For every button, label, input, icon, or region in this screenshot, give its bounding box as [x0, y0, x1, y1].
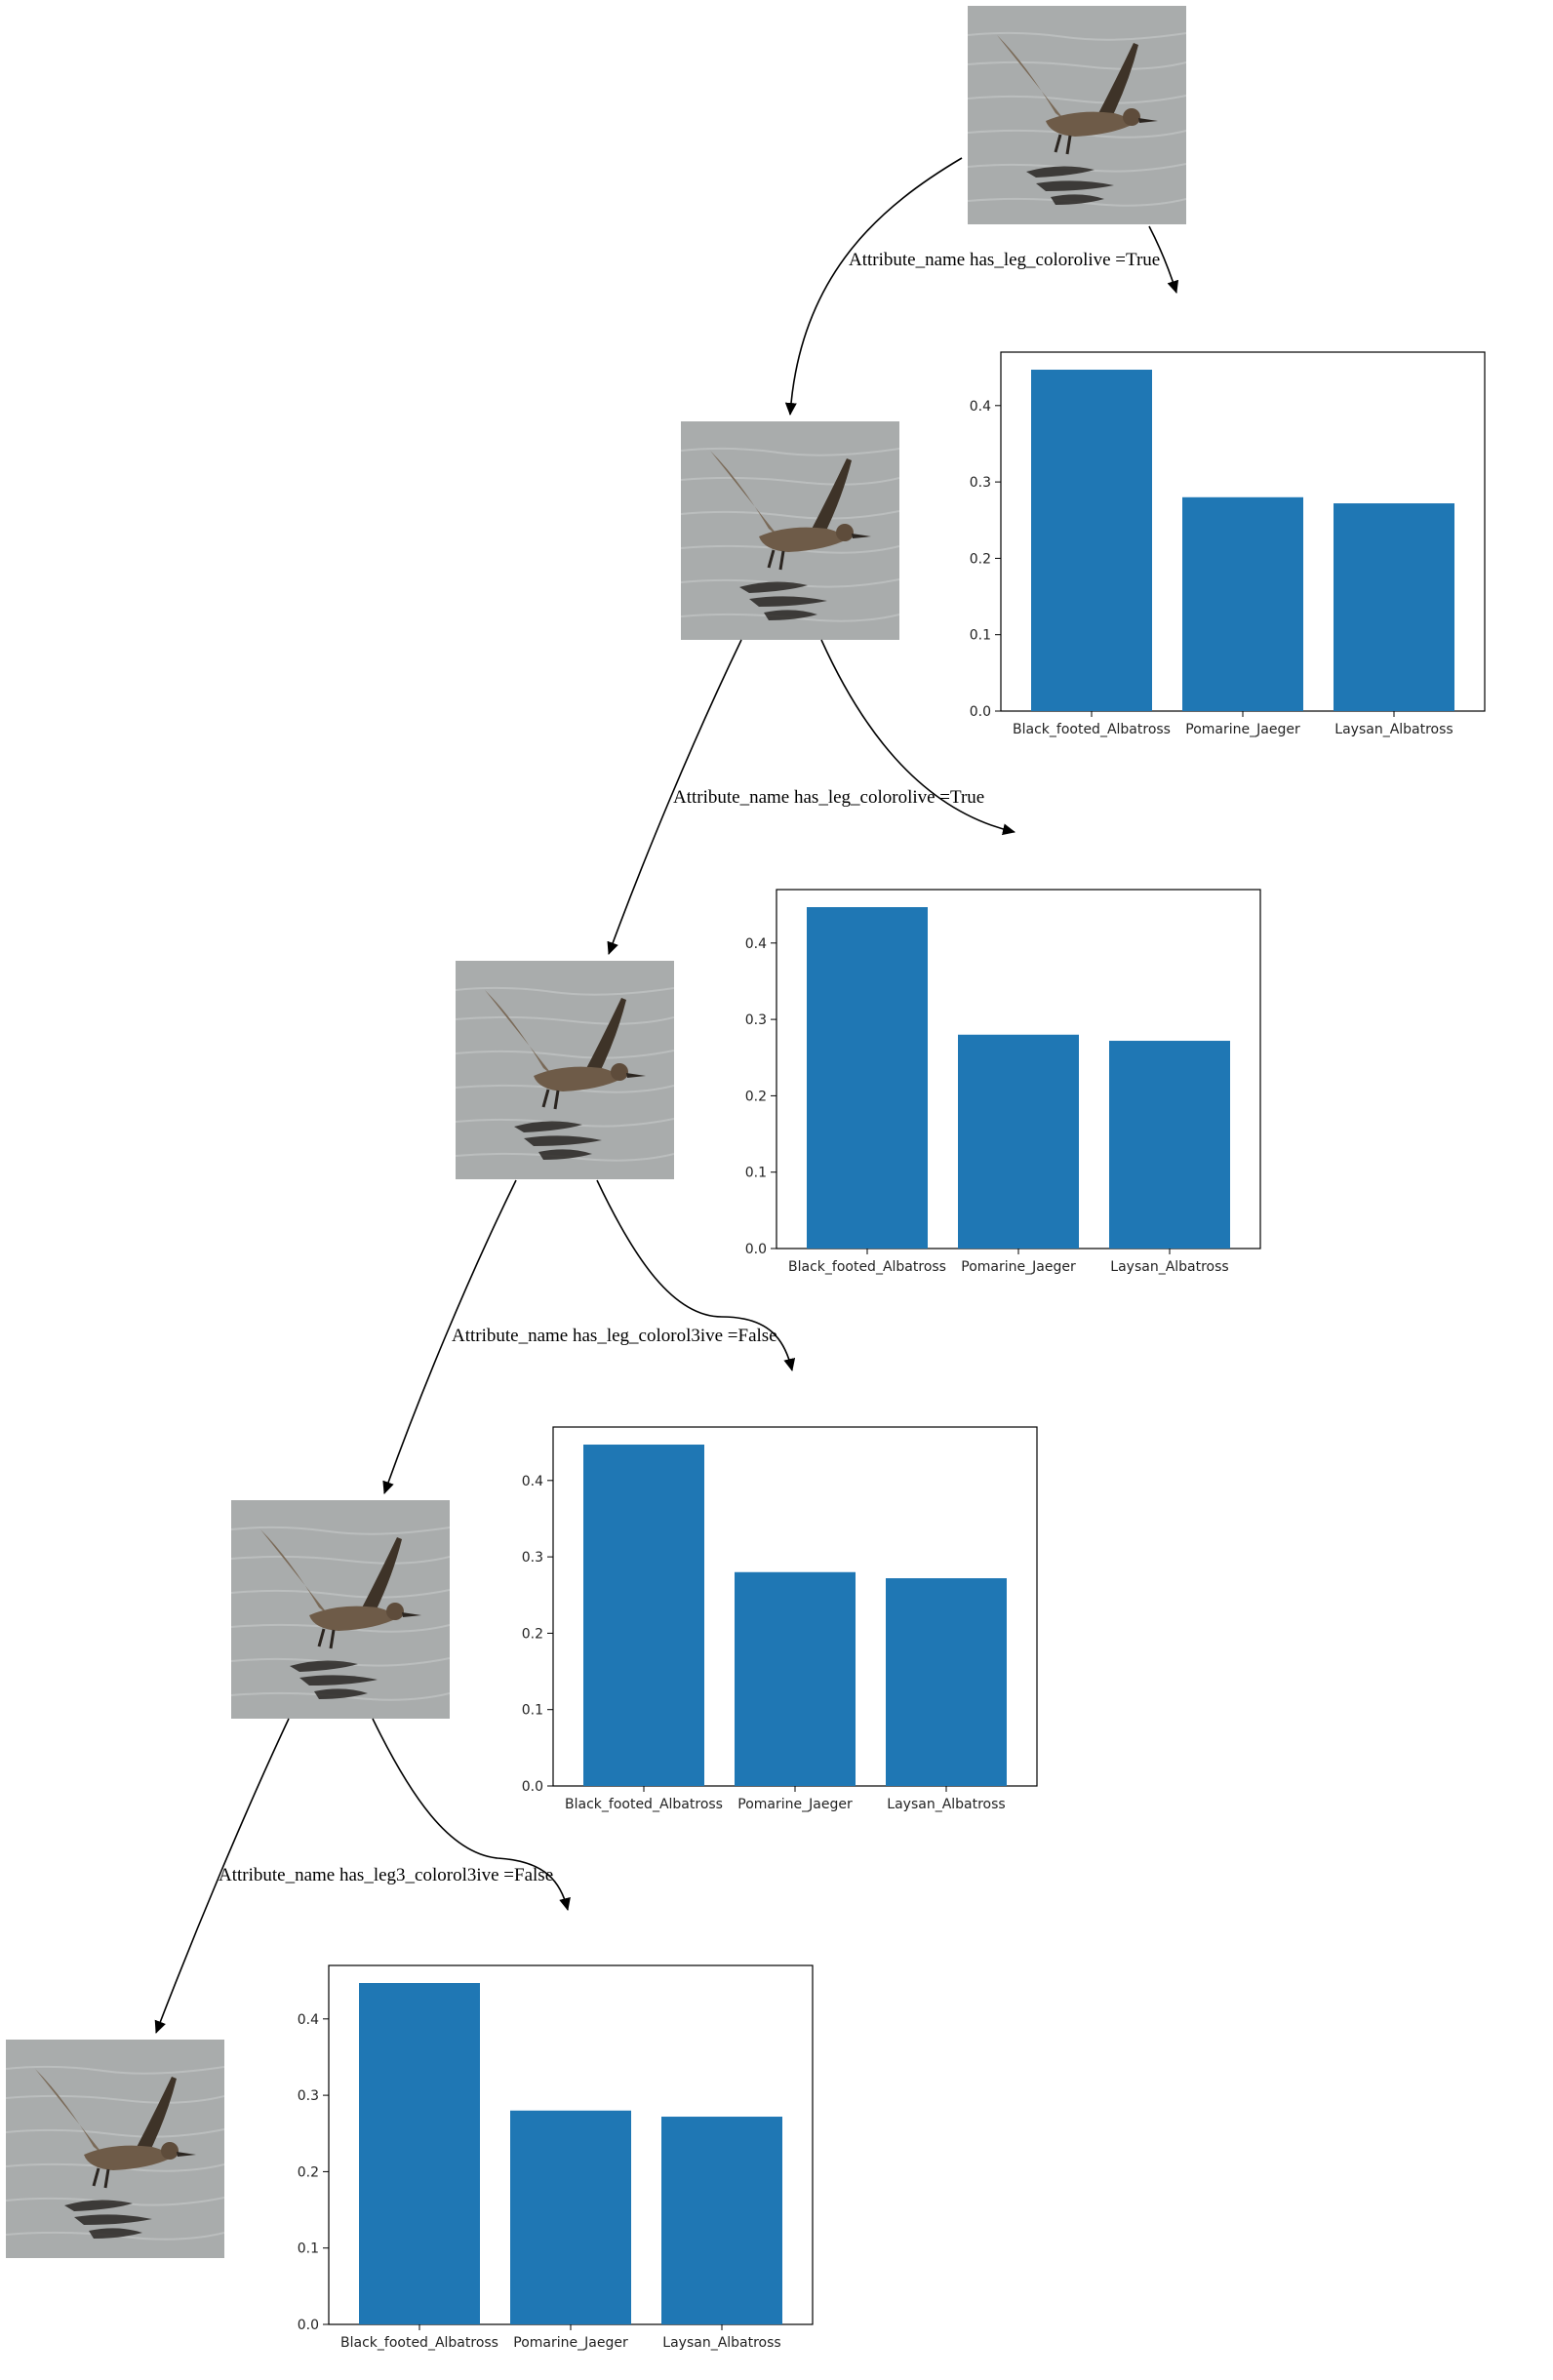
bar-chart-3: 0.0 0.1 0.2 0.3 0.4 Black_footed_Albatross Pom… [522, 1426, 1038, 1812]
y-tick-label: 0.1 [745, 1166, 767, 1181]
bar-chart-4: 0.0 0.1 0.2 0.3 0.4 Black_footed_Albatross Pom… [298, 1964, 814, 2351]
x-tick-label: Laysan_Albatross [1334, 722, 1453, 737]
y-tick-label: 0.2 [745, 1089, 767, 1104]
y-tick-label: 0.1 [970, 628, 991, 644]
y-tick-label: 0.3 [522, 1550, 543, 1566]
edge-arrow-main-4 [154, 1718, 290, 2034]
bar-Laysan_Albatross [661, 2117, 782, 2324]
bar-Pomarine_Jaeger [958, 1034, 1079, 1249]
x-tick-label: Pomarine_Jaeger [961, 1259, 1076, 1275]
edge-arrow-chart-3 [596, 1179, 796, 1371]
bar-chart-2: 0.0 0.1 0.2 0.3 0.4 Black_footed_Albatross Pom… [745, 889, 1261, 1275]
y-tick-label: 0.3 [298, 2088, 319, 2104]
x-tick-label: Black_footed_Albatross [340, 2335, 498, 2351]
x-tick-label: Black_footed_Albatross [1013, 722, 1171, 737]
edge-label-1: Attribute_name has_leg_colorolive =True [849, 250, 1160, 270]
x-tick-label: Pomarine_Jaeger [737, 1797, 853, 1812]
bar-Pomarine_Jaeger [1182, 496, 1303, 711]
bar-Pomarine_Jaeger [510, 2110, 631, 2324]
x-tick-label: Black_footed_Albatross [565, 1797, 723, 1812]
y-tick-label: 0.4 [970, 399, 991, 415]
bar-Black_footed_Albatross [807, 907, 928, 1249]
bar-chart-1: 0.0 0.1 0.2 0.3 0.4 Black_footed_Albatross Pom… [970, 351, 1486, 737]
x-tick-label: Black_footed_Albatross [788, 1259, 946, 1275]
charts-group: 0.0 0.1 0.2 0.3 0.4 Black_footed_Albatross Pom… [298, 351, 1486, 2351]
x-tick-label: Laysan_Albatross [887, 1797, 1005, 1812]
edge-label-3: Attribute_name has_leg_colorol3ive =Fals… [452, 1326, 777, 1346]
x-tick-label: Pomarine_Jaeger [1185, 722, 1300, 737]
y-tick-label: 0.4 [522, 1474, 543, 1489]
bar-Black_footed_Albatross [583, 1445, 704, 1786]
y-tick-label: 0.1 [298, 2241, 319, 2257]
y-tick-label: 0.4 [298, 2012, 319, 2028]
x-tick-label: Pomarine_Jaeger [513, 2335, 628, 2351]
edge-label-2: Attribute_name has_leg_colorolive =True [673, 787, 984, 808]
edge-arrow-main-2 [607, 639, 742, 955]
y-tick-label: 0.3 [970, 475, 991, 491]
y-tick-label: 0.2 [970, 551, 991, 567]
y-tick-label: 0.3 [745, 1012, 767, 1028]
bar-Black_footed_Albatross [359, 1983, 480, 2324]
y-tick-label: 0.2 [298, 2164, 319, 2180]
y-tick-label: 0.0 [522, 1779, 543, 1795]
edge-arrow-main-1 [784, 157, 963, 416]
y-tick-label: 0.0 [745, 1242, 767, 1257]
y-tick-label: 0.1 [522, 1703, 543, 1719]
edge-arrow-chart-1 [1148, 225, 1179, 294]
bar-Black_footed_Albatross [1031, 370, 1152, 711]
y-tick-label: 0.0 [298, 2318, 319, 2333]
bar-Laysan_Albatross [1109, 1041, 1230, 1249]
x-tick-label: Laysan_Albatross [1110, 1259, 1228, 1275]
edge-arrow-chart-2 [820, 639, 1015, 836]
bar-Laysan_Albatross [1334, 503, 1454, 711]
edge-arrow-chart-4 [372, 1718, 571, 1911]
y-tick-label: 0.0 [970, 704, 991, 720]
edge-arrow-main-3 [382, 1179, 517, 1494]
x-tick-label: Laysan_Albatross [662, 2335, 780, 2351]
bar-Laysan_Albatross [886, 1578, 1007, 1786]
bar-Pomarine_Jaeger [735, 1571, 856, 1786]
y-tick-label: 0.2 [522, 1626, 543, 1642]
edge-label-4: Attribute_name has_leg3_colorol3ive =Fal… [219, 1865, 553, 1885]
y-tick-label: 0.4 [745, 936, 767, 952]
